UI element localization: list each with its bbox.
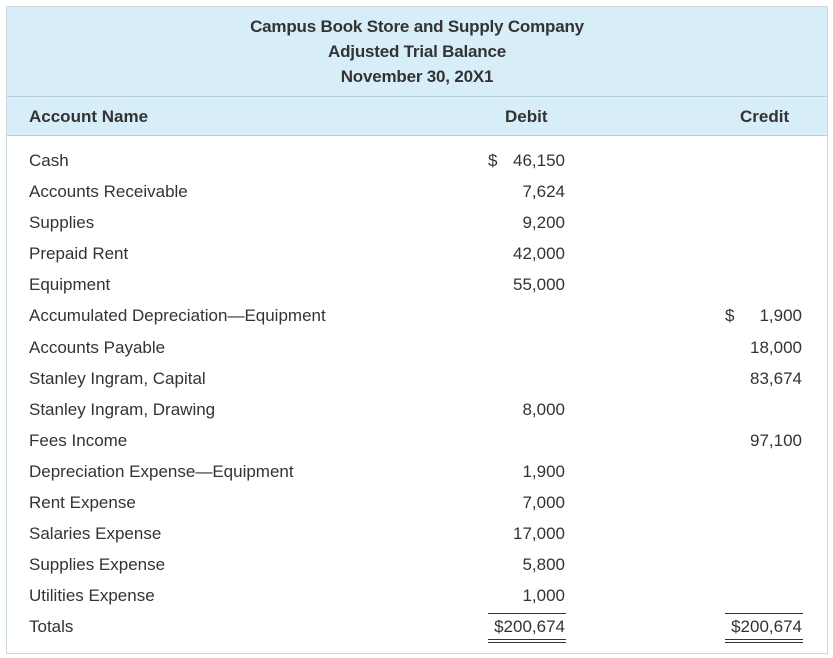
table-body: Cash $46,150 Accounts Receivable 7,624 Suppl…: [7, 147, 827, 645]
debit-cell: 8,000: [522, 399, 565, 419]
account-name-cell: Rent Expense: [29, 493, 136, 513]
debit-cell: 46,150: [513, 151, 565, 170]
debit-cell: 1,000: [522, 586, 565, 606]
table-row: Salaries Expense 17,000: [7, 520, 827, 551]
account-name-cell: Cash: [29, 151, 69, 170]
debit-total: $200,674: [494, 617, 565, 637]
table-row: Cash $46,150: [7, 147, 827, 178]
debit-cell: 7,624: [522, 182, 565, 202]
column-header-debit: Debit: [505, 107, 548, 126]
account-name-cell: Equipment: [29, 275, 111, 295]
trial-balance-table: Campus Book Store and Supply Company Adj…: [6, 6, 828, 654]
column-header-account-name: Account Name: [29, 107, 149, 126]
table-row: Supplies 9,200: [7, 209, 827, 240]
table-row: Stanley Ingram, Drawing 8,000: [7, 396, 827, 427]
account-name-cell: Fees Income: [29, 430, 128, 450]
statement-title: Adjusted Trial Balance: [328, 42, 506, 61]
totals-row: Totals $200,674 $200,674: [7, 613, 827, 644]
account-name-cell: Accumulated Depreciation—Equipment: [29, 306, 326, 326]
table-row: Depreciation Expense—Equipment 1,900: [7, 458, 827, 489]
credit-cell: 1,900: [759, 306, 802, 326]
debit-cell: 42,000: [513, 244, 565, 264]
company-name: Campus Book Store and Supply Company: [250, 17, 584, 36]
credit-total-double-rule: [725, 639, 803, 644]
account-name-cell: Supplies: [29, 213, 95, 233]
account-name-cell: Depreciation Expense—Equipment: [29, 461, 294, 481]
table-row: Equipment 55,000: [7, 271, 827, 302]
debit-cell: 7,000: [522, 493, 565, 513]
credit-cell: 97,100: [750, 430, 802, 450]
account-name-cell: Salaries Expense: [29, 524, 162, 544]
debit-cell: 55,000: [513, 275, 565, 295]
table-row: Accounts Payable 18,000: [7, 334, 827, 365]
account-name-cell: Prepaid Rent: [29, 244, 129, 264]
credit-currency-symbol: $: [725, 306, 735, 326]
debit-currency-symbol: $: [488, 151, 498, 170]
account-name-cell: Accounts Receivable: [29, 182, 188, 202]
debit-total-double-rule: [488, 639, 566, 644]
column-header-credit: Credit: [740, 107, 790, 126]
table-row: Prepaid Rent 42,000: [7, 240, 827, 271]
debit-cell: 5,800: [522, 555, 565, 575]
table-row: Fees Income 97,100: [7, 427, 827, 458]
account-name-cell: Utilities Expense: [29, 586, 155, 606]
table-row: Accounts Receivable 7,624: [7, 178, 827, 209]
statement-date: November 30, 20X1: [340, 67, 494, 86]
debit-cell: 9,200: [522, 213, 565, 233]
table-row: Rent Expense 7,000: [7, 489, 827, 520]
statement-header: Campus Book Store and Supply Company Adj…: [7, 7, 827, 96]
credit-cell: 18,000: [750, 337, 802, 357]
debit-cell: 17,000: [513, 524, 565, 544]
debit-cell: 1,900: [522, 461, 565, 481]
table-row: Accumulated Depreciation—Equipment $1,900: [7, 302, 827, 333]
credit-sum-rule: [725, 613, 803, 615]
account-name-cell: Stanley Ingram, Capital: [29, 368, 206, 388]
debit-sum-rule: [488, 613, 566, 615]
account-name-cell: Stanley Ingram, Drawing: [29, 399, 216, 419]
account-name-cell: Supplies Expense: [29, 555, 166, 575]
column-header-row: Account Name Debit Credit: [7, 96, 827, 136]
credit-cell: 83,674: [750, 368, 802, 388]
totals-label: Totals: [29, 617, 74, 637]
table-row: Supplies Expense 5,800: [7, 551, 827, 582]
credit-total: $200,674: [731, 617, 802, 637]
table-row: Utilities Expense 1,000: [7, 582, 827, 613]
table-row: Stanley Ingram, Capital 83,674: [7, 365, 827, 396]
account-name-cell: Accounts Payable: [29, 337, 166, 357]
